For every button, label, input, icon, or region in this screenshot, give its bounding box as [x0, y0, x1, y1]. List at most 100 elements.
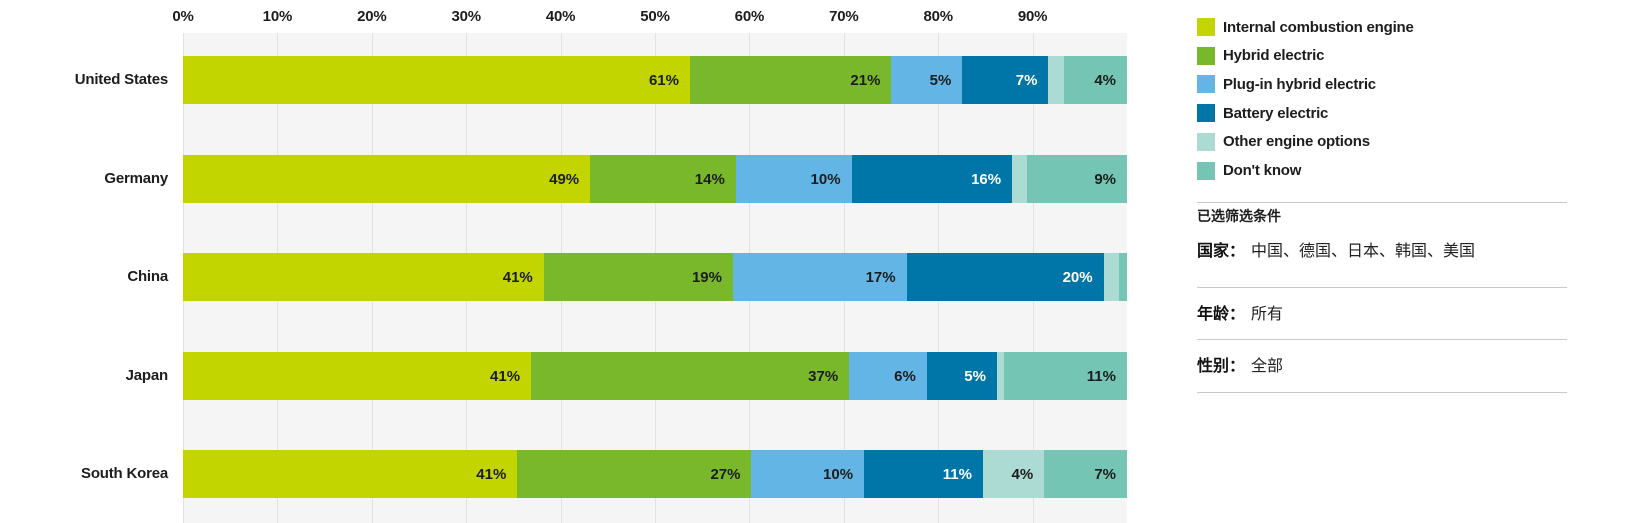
- filter-value: 中国、德国、日本、韩国、美国: [1251, 243, 1476, 260]
- segment-value-label: 10%: [823, 465, 854, 483]
- segment-value-label: 19%: [691, 268, 722, 286]
- bar-segment-dontknow[interactable]: 4%: [1063, 56, 1127, 104]
- plot-area: 61% 21% 5% 7% 4% 49% 14% 10% 16% 9% 41% 19% 17% 20% 41…: [183, 33, 1127, 523]
- category-labels: United States Germany China Japan South Kore…: [0, 0, 168, 523]
- legend-label: Plug-in hybrid electric: [1223, 75, 1376, 93]
- bar-segment-hybrid[interactable]: 21%: [690, 56, 892, 104]
- legend-swatch-icon: [1197, 75, 1215, 94]
- segment-value-label: 11%: [1086, 367, 1116, 385]
- bar-segment-bev[interactable]: 20%: [906, 253, 1104, 301]
- bar-segment-phev[interactable]: 5%: [891, 56, 963, 104]
- x-axis-tick: 60%: [734, 8, 765, 25]
- legend-swatch-icon: [1197, 46, 1215, 65]
- x-axis-tick: 0%: [172, 8, 194, 25]
- bar-segment-dontknow[interactable]: 7%: [1044, 450, 1127, 498]
- legend-item-ice[interactable]: Internal combustion engine: [1197, 17, 1414, 37]
- x-axis: 0% 10% 20% 30% 40% 50% 60% 70% 80% 90%: [172, 0, 1127, 33]
- x-axis-tick: 70%: [829, 8, 859, 25]
- bar-segment-ice[interactable]: 41%: [183, 253, 544, 301]
- legend-item-bev[interactable]: Battery electric: [1197, 103, 1328, 123]
- bar-segment-ice[interactable]: 41%: [183, 450, 518, 498]
- segment-value-label: 27%: [710, 465, 741, 483]
- bar-segment-hybrid[interactable]: 27%: [517, 450, 752, 498]
- bar-segment-phev[interactable]: 10%: [735, 155, 852, 203]
- segment-value-label: 4%: [1011, 465, 1034, 483]
- segment-value-label: 11%: [942, 465, 972, 483]
- bar-segment-phev[interactable]: 10%: [751, 450, 865, 498]
- bar-segment-phev[interactable]: 17%: [732, 253, 907, 301]
- segment-value-label: 7%: [1094, 465, 1116, 483]
- legend-item-phev[interactable]: Plug-in hybrid electric: [1197, 74, 1376, 94]
- bar-segment-ice[interactable]: 61%: [183, 56, 690, 104]
- bar-segment-bev[interactable]: 5%: [926, 352, 997, 400]
- segment-value-label: 41%: [502, 268, 533, 286]
- bar-segment-other[interactable]: 4%: [982, 450, 1045, 498]
- segment-value-label: 5%: [929, 71, 952, 89]
- bar-segment-phev[interactable]: 6%: [849, 352, 927, 400]
- bar-segment-other[interactable]: [1048, 56, 1064, 104]
- filter-value: 所有: [1251, 306, 1284, 323]
- bar-row-japan: 41% 37% 6% 5% 11%: [183, 352, 1127, 400]
- segment-value-label: 49%: [549, 170, 580, 188]
- bar-row-south-korea: 41% 27% 10% 11% 4% 7%: [183, 450, 1127, 498]
- segment-value-label: 10%: [810, 170, 841, 188]
- category-label-united-states: United States: [74, 71, 168, 88]
- segment-value-label: 4%: [1094, 71, 1116, 89]
- segment-value-label: 17%: [865, 268, 896, 286]
- bar-segment-hybrid[interactable]: 14%: [590, 155, 736, 203]
- segment-value-label: 21%: [850, 71, 881, 89]
- x-axis-tick: 30%: [451, 8, 481, 25]
- divider: [1197, 392, 1567, 393]
- segment-value-label: 16%: [971, 170, 1002, 188]
- legend-item-dontknow[interactable]: Don't know: [1197, 161, 1301, 181]
- bar-row-china: 41% 19% 17% 20%: [183, 253, 1127, 301]
- bar-segment-other[interactable]: [996, 352, 1005, 400]
- filter-title: 已选筛选条件: [1197, 208, 1281, 224]
- segment-value-label: 41%: [476, 465, 507, 483]
- bar-segment-dontknow[interactable]: 11%: [1004, 352, 1127, 400]
- bar-segment-dontknow[interactable]: 9%: [1027, 155, 1127, 203]
- segment-value-label: 14%: [694, 170, 725, 188]
- legend-swatch-icon: [1197, 132, 1215, 151]
- bar-segment-hybrid[interactable]: 19%: [543, 253, 733, 301]
- x-axis-tick: 40%: [545, 8, 576, 25]
- filter-row-age: 年龄： 所有: [1197, 300, 1283, 324]
- filter-row-country: 国家： 中国、德国、日本、韩国、美国: [1197, 237, 1475, 261]
- legend-label: Battery electric: [1223, 104, 1329, 122]
- bar-segment-bev[interactable]: 7%: [962, 56, 1049, 104]
- bar-segment-bev[interactable]: 16%: [851, 155, 1013, 203]
- legend-item-other[interactable]: Other engine options: [1197, 132, 1370, 152]
- legend-item-hybrid[interactable]: Hybrid electric: [1197, 46, 1324, 66]
- bar-row-germany: 49% 14% 10% 16% 9%: [183, 155, 1127, 203]
- filter-value: 全部: [1251, 358, 1284, 375]
- segment-value-label: 41%: [490, 367, 521, 385]
- legend-swatch-icon: [1197, 18, 1215, 36]
- x-axis-tick: 20%: [357, 8, 387, 25]
- right-panel: Internal combustion engine Hybrid electri…: [1197, 0, 1567, 523]
- divider: [1197, 339, 1567, 340]
- category-label-germany: Germany: [104, 170, 168, 187]
- segment-value-label: 6%: [894, 367, 916, 385]
- bar-segment-ice[interactable]: 41%: [183, 352, 532, 400]
- legend-label: Internal combustion engine: [1223, 18, 1414, 36]
- filter-row-gender: 性别： 全部: [1197, 352, 1283, 376]
- bar-row-united-states: 61% 21% 5% 7% 4%: [183, 56, 1127, 104]
- segment-value-label: 20%: [1062, 268, 1093, 286]
- divider: [1197, 287, 1567, 288]
- category-label-south-korea: South Korea: [81, 465, 168, 482]
- legend-label: Hybrid electric: [1223, 47, 1325, 65]
- segment-value-label: 37%: [808, 367, 839, 385]
- segment-value-label: 5%: [964, 367, 986, 385]
- x-axis-tick: 50%: [640, 8, 670, 25]
- legend-label: Don't know: [1223, 162, 1302, 179]
- segment-value-label: 7%: [1015, 71, 1038, 89]
- x-axis-tick: 80%: [923, 8, 953, 25]
- bar-segment-bev[interactable]: 11%: [864, 450, 983, 498]
- bar-segment-other[interactable]: [1012, 155, 1028, 203]
- category-label-china: China: [127, 268, 168, 285]
- bar-segment-hybrid[interactable]: 37%: [531, 352, 850, 400]
- bar-segment-ice[interactable]: 49%: [183, 155, 591, 203]
- bar-segment-other[interactable]: [1103, 253, 1120, 301]
- bar-segment-dontknow[interactable]: [1119, 253, 1127, 301]
